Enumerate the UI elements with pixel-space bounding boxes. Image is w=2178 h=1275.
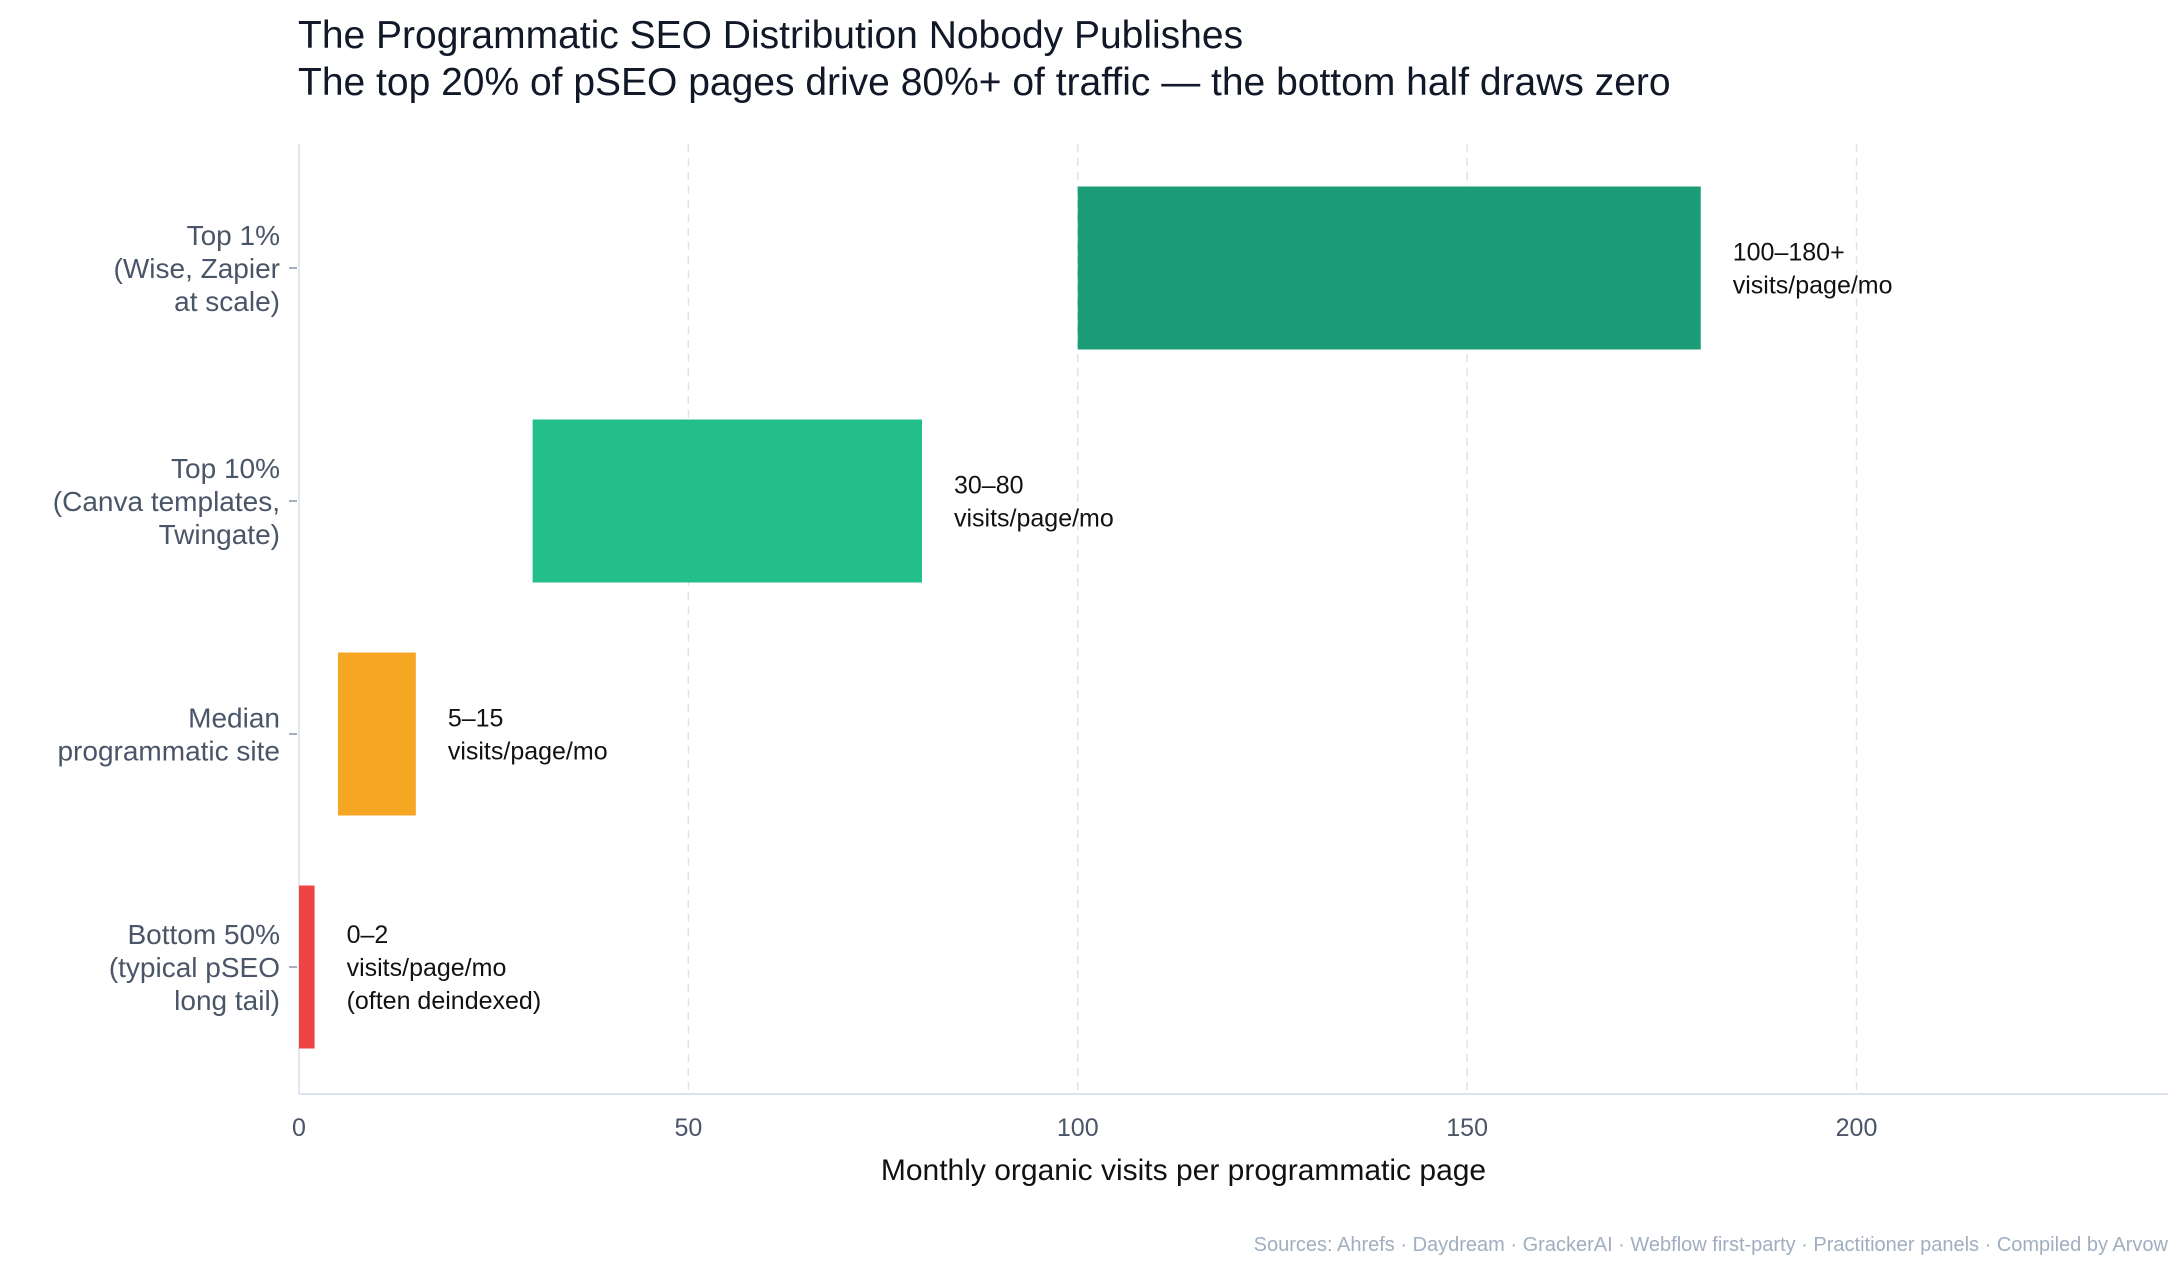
bar — [532, 419, 922, 583]
chart-title: The Programmatic SEO Distribution Nobody… — [298, 12, 1671, 106]
y-tick-label: Top 10% — [171, 453, 280, 484]
y-tick-label: long tail) — [174, 985, 280, 1016]
bar — [1077, 186, 1701, 350]
y-tick-label: (Wise, Zapier — [114, 253, 280, 284]
y-tick-label: (typical pSEO — [109, 952, 280, 983]
x-tick-label: 50 — [674, 1114, 702, 1142]
data-label: 30–80 — [954, 472, 1024, 500]
data-label: visits/page/mo — [347, 954, 507, 982]
x-axis-label: Monthly organic visits per programmatic … — [881, 1154, 1486, 1187]
y-tick-label: at scale) — [174, 286, 280, 317]
data-label: 0–2 — [347, 921, 389, 949]
y-tick-label: programmatic site — [57, 736, 280, 767]
bar — [299, 885, 315, 1049]
data-label: (often deindexed) — [347, 987, 542, 1015]
x-tick-label: 150 — [1446, 1114, 1488, 1142]
data-label: visits/page/mo — [1733, 272, 1893, 300]
x-tick-label: 0 — [292, 1114, 306, 1142]
y-tick-label: Median — [188, 703, 280, 734]
x-tick-label: 100 — [1057, 1114, 1099, 1142]
data-label: visits/page/mo — [954, 505, 1114, 533]
data-label: visits/page/mo — [448, 738, 608, 766]
y-tick-label: Twingate) — [159, 519, 280, 550]
bar — [337, 652, 416, 816]
source-note: Sources: Ahrefs · Daydream · GrackerAI ·… — [1253, 1234, 2168, 1256]
title: The Programmatic SEO Distribution Nobody… — [298, 14, 1244, 57]
data-label: 100–180+ — [1733, 239, 1845, 267]
data-label: 5–15 — [448, 705, 504, 733]
x-tick-label: 200 — [1836, 1114, 1878, 1142]
y-tick-label: Top 1% — [187, 220, 280, 251]
subtitle: The top 20% of pSEO pages drive 80%+ of … — [298, 61, 1671, 104]
y-tick-label: Bottom 50% — [127, 919, 280, 950]
y-tick-label: (Canva templates, — [53, 486, 280, 517]
